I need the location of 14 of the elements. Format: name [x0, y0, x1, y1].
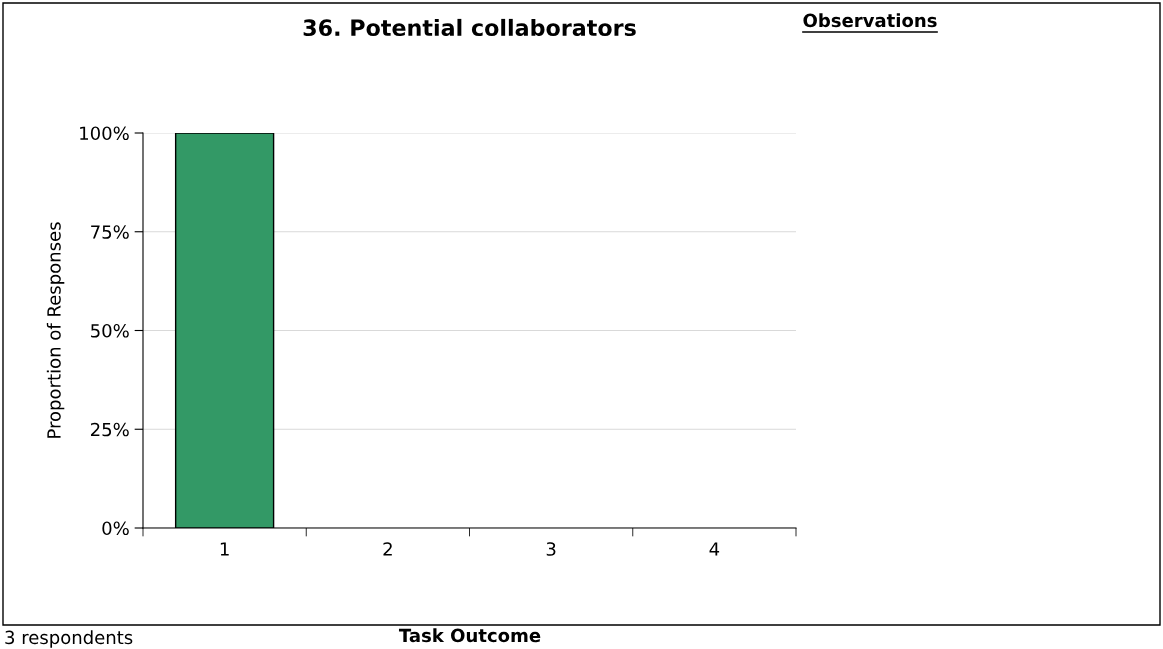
y-tick-label: 0%: [102, 521, 129, 536]
x-tick-label: 3: [546, 542, 556, 556]
y-tick-label: 100%: [80, 126, 129, 141]
text: 3 respondents: [5, 630, 133, 648]
y-tick-label: 50%: [91, 323, 129, 338]
x-axis-title: Task Outcome: [398, 628, 541, 643]
y-tick-label: 25%: [91, 422, 129, 437]
chart-title: 36. Potential collaborators: [303, 18, 636, 37]
text: Observations: [803, 13, 937, 28]
x-tick-label: 1: [220, 542, 229, 556]
y-tick-label: 75%: [91, 225, 129, 239]
x-tick-label: 2: [383, 542, 392, 556]
x-tick-label: 4: [709, 542, 720, 556]
y-axis-title: Proportion of Responses: [46, 222, 65, 438]
